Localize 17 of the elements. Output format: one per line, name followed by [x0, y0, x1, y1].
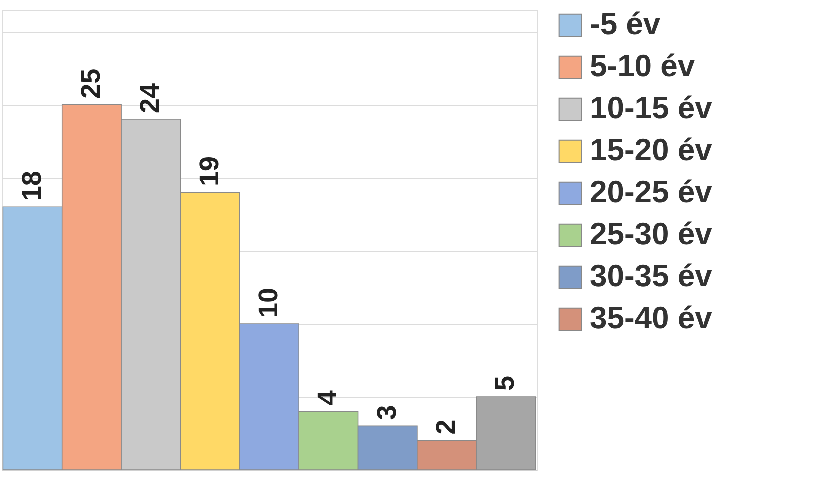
data-label: 25 — [76, 68, 106, 99]
data-label: 2 — [431, 420, 462, 435]
data-label: 10 — [254, 288, 284, 318]
legend-label: 35-40 év — [590, 300, 714, 336]
legend-label: 5-10 év — [590, 48, 696, 84]
legend-label: 25-30 év — [590, 216, 714, 252]
legend-label: 10-15 év — [590, 90, 714, 126]
data-label: 4 — [312, 390, 343, 406]
data-label: 24 — [135, 83, 166, 114]
data-label: 3 — [372, 405, 402, 420]
legend-label: -5 év — [590, 6, 662, 42]
data-label: 18 — [16, 171, 47, 202]
legend-label: 30-35 év — [590, 258, 714, 294]
legend-label: 15-20 év — [590, 132, 714, 168]
legend-label: 20-25 év — [590, 174, 714, 210]
data-label: 19 — [194, 156, 224, 187]
data-label: 5 — [490, 376, 520, 391]
